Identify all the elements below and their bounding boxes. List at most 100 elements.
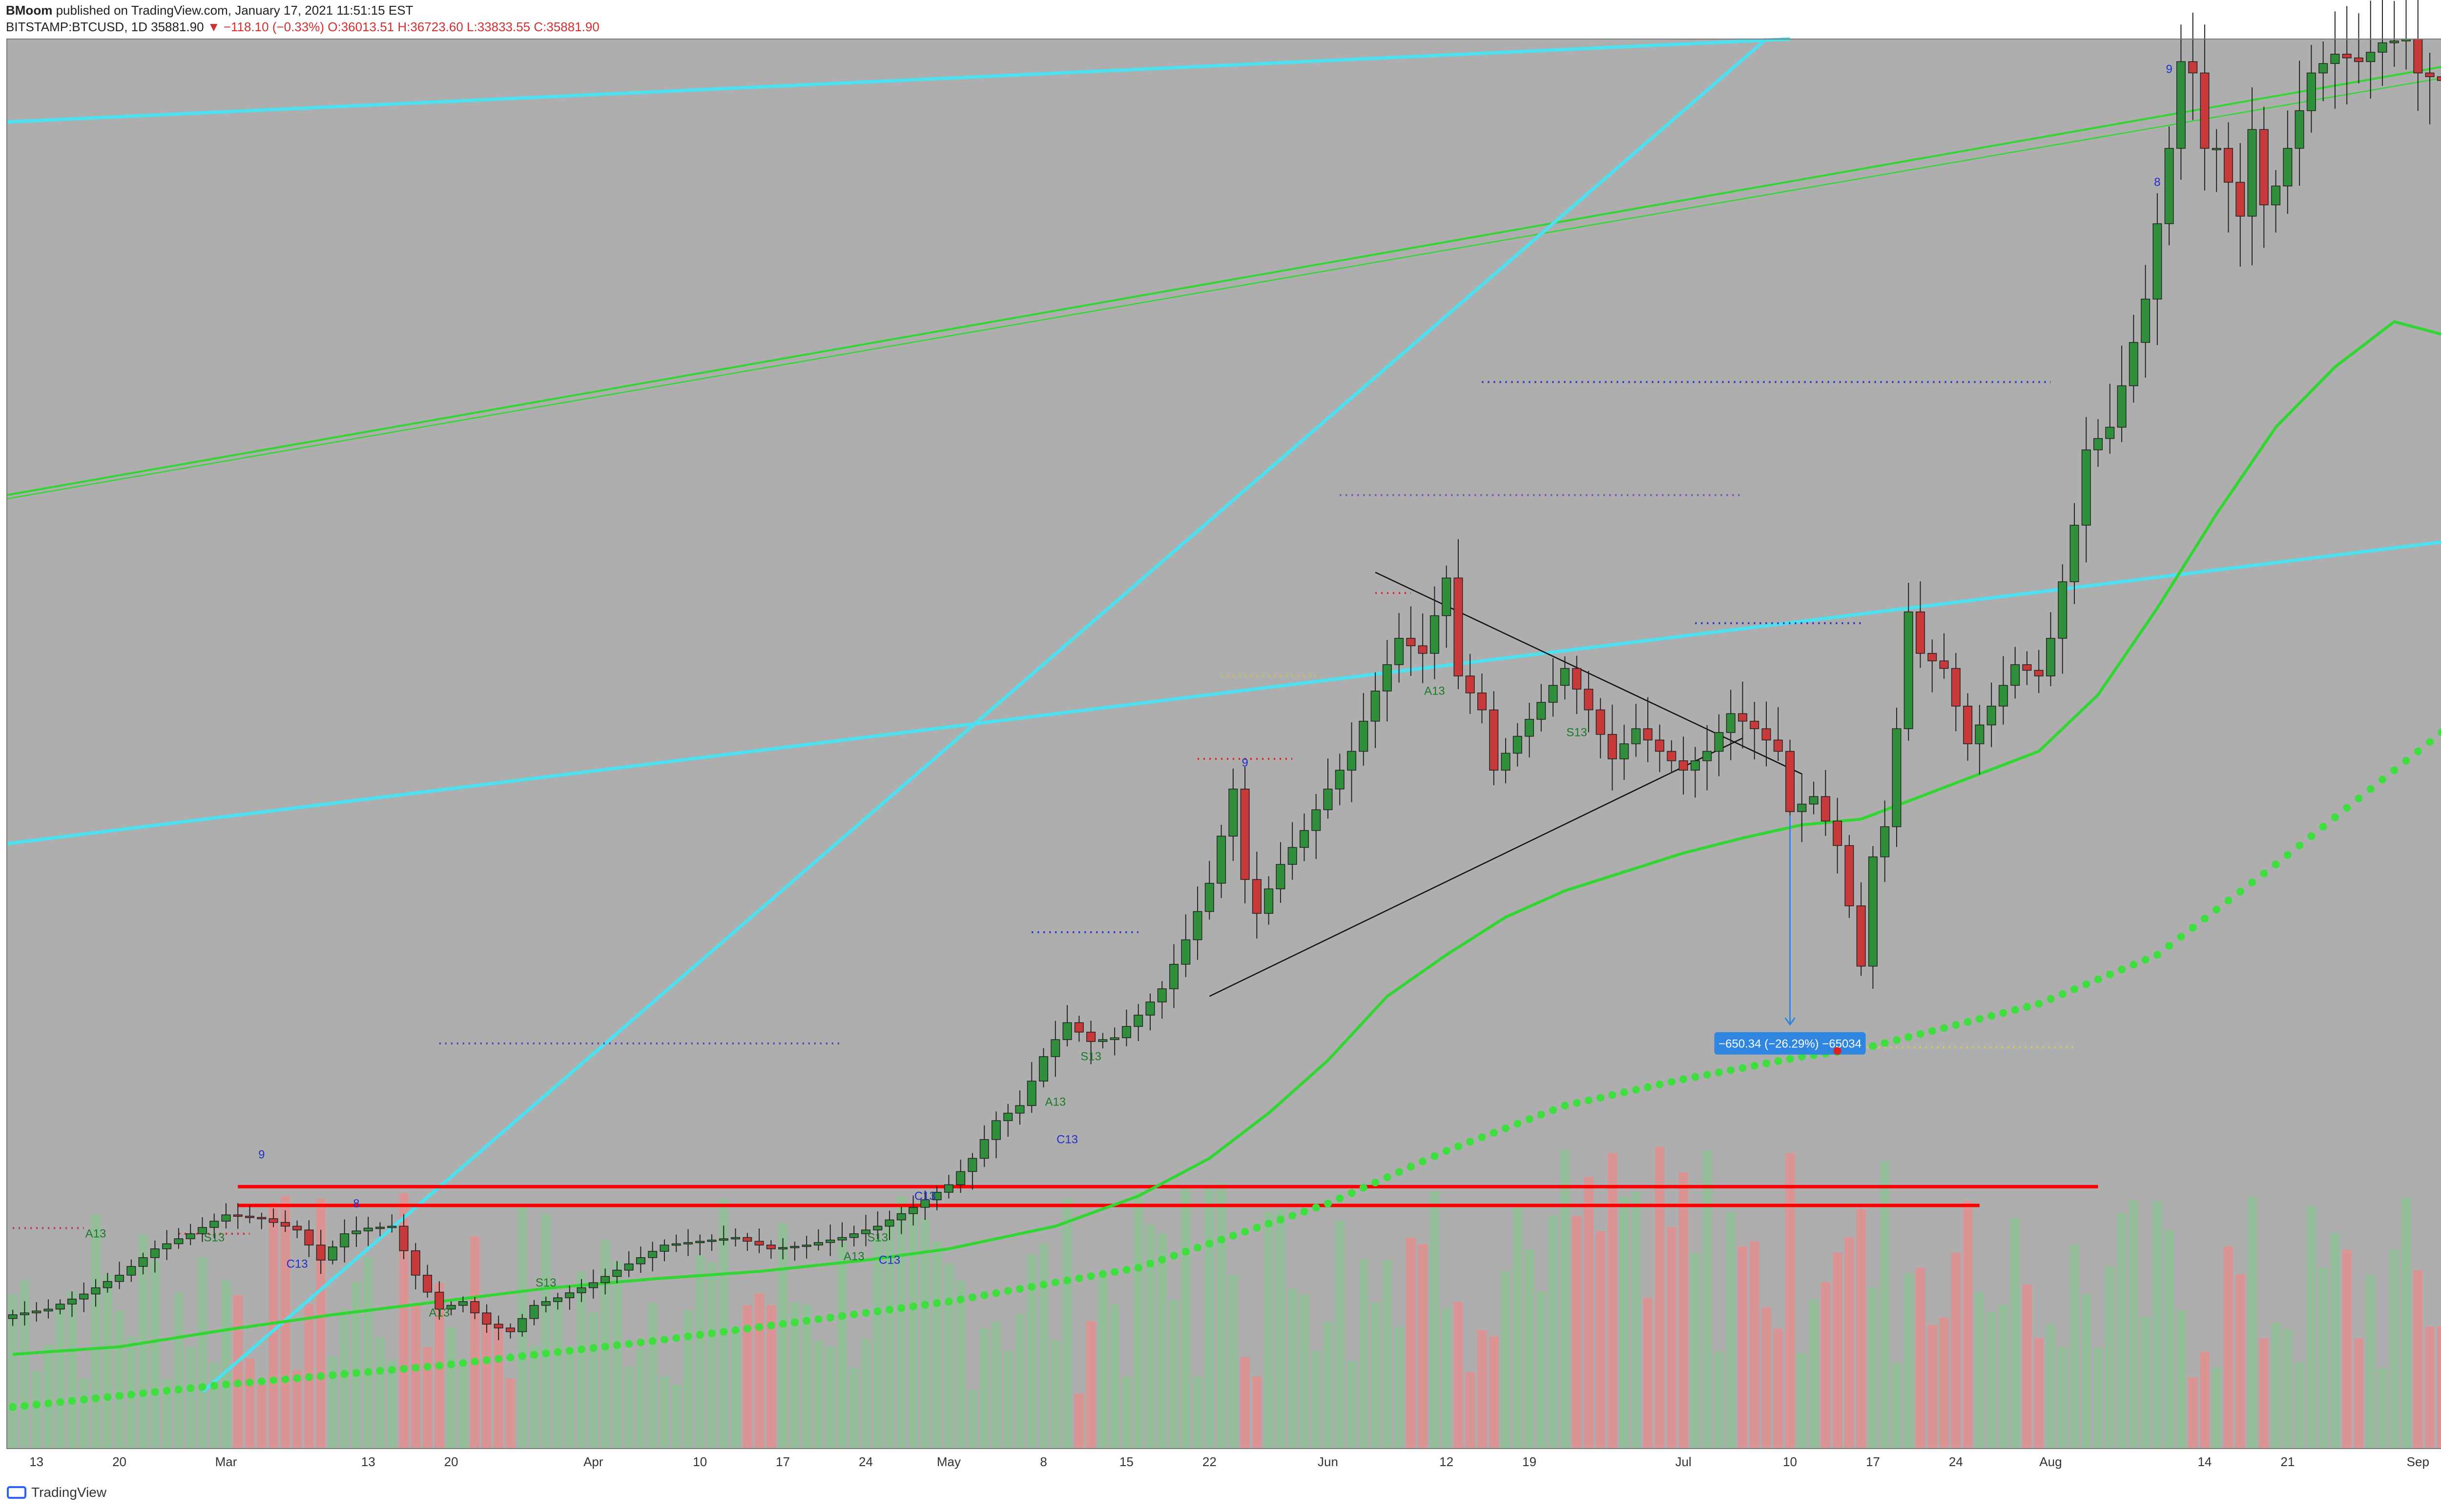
volume-bar bbox=[2152, 1201, 2162, 1449]
volume-bar bbox=[1797, 1353, 1807, 1449]
moving-average-dot bbox=[2272, 860, 2280, 869]
moving-average-dot bbox=[435, 1362, 443, 1370]
moving-average-dot bbox=[850, 1310, 858, 1319]
moving-average-dot bbox=[684, 1332, 692, 1341]
volume-bar bbox=[245, 1358, 255, 1449]
moving-average-dot bbox=[1502, 1124, 1510, 1132]
candle-up bbox=[126, 1266, 136, 1276]
volume-bar bbox=[2413, 1270, 2423, 1449]
moving-average-dot bbox=[613, 1341, 621, 1349]
volume-bar bbox=[387, 1360, 397, 1449]
moving-average-dot bbox=[1489, 1128, 1498, 1137]
green-trendline-upper[interactable] bbox=[6, 61, 2441, 496]
candle-down bbox=[1489, 709, 1499, 771]
candle-up bbox=[209, 1221, 219, 1228]
candle-down bbox=[1074, 1022, 1084, 1033]
triangle-lower-line[interactable] bbox=[1209, 737, 1743, 997]
volume-bar bbox=[458, 1363, 468, 1449]
candle-up bbox=[648, 1251, 658, 1258]
candle-up bbox=[896, 1213, 906, 1221]
candle-up bbox=[2010, 664, 2020, 686]
green-trendline-lower[interactable] bbox=[6, 73, 2441, 500]
moving-average-dot bbox=[1253, 1224, 1261, 1232]
candle-up bbox=[802, 1245, 811, 1247]
moving-average-dot bbox=[1016, 1285, 1024, 1293]
publisher-line: BMoom published on TradingView.com, Janu… bbox=[6, 3, 413, 18]
moving-average-dot bbox=[790, 1318, 799, 1327]
candle-up bbox=[1525, 719, 1534, 737]
moving-average-dot bbox=[886, 1306, 894, 1314]
tradingview-logo[interactable]: TradingView bbox=[7, 1485, 106, 1500]
volume-bar bbox=[328, 1356, 338, 1449]
candle-up bbox=[1276, 864, 1285, 890]
volume-bar bbox=[1655, 1146, 1665, 1449]
volume-bar bbox=[1761, 1307, 1771, 1449]
moving-average-dot bbox=[1122, 1266, 1131, 1274]
moving-average-dot bbox=[625, 1340, 633, 1348]
volume-bar bbox=[1134, 1191, 1143, 1449]
candle-down bbox=[1667, 751, 1676, 761]
candle-up bbox=[944, 1184, 953, 1193]
moving-average-dot bbox=[1975, 1015, 1984, 1023]
volume-bar bbox=[1714, 1351, 1724, 1449]
moving-average-dot bbox=[1964, 1018, 1972, 1026]
candle-up bbox=[1015, 1105, 1025, 1114]
moving-average-dot bbox=[400, 1365, 408, 1373]
measure-label-box[interactable] bbox=[1714, 1032, 1866, 1055]
candle-down bbox=[1915, 611, 1925, 654]
candle-up bbox=[1003, 1112, 1013, 1121]
time-tick-label: 24 bbox=[1949, 1454, 1963, 1469]
candle-up bbox=[1134, 1015, 1143, 1027]
moving-average-line[interactable] bbox=[12, 320, 2441, 1356]
candle-up bbox=[1536, 702, 1546, 720]
volume-bar bbox=[2437, 1326, 2441, 1449]
moving-average-dot bbox=[2094, 975, 2102, 983]
volume-bar bbox=[1832, 1252, 1842, 1449]
volume-bar bbox=[766, 1305, 776, 1449]
moving-average-dot bbox=[1028, 1283, 1036, 1291]
volume-bar bbox=[1524, 1249, 1534, 1449]
symbol-line: BITSTAMP:BTCUSD, 1D 35881.90 ▼ −118.10 (… bbox=[6, 20, 600, 35]
candle-down bbox=[1240, 788, 1250, 880]
candle-down bbox=[2235, 182, 2245, 217]
time-axis[interactable] bbox=[7, 1449, 2441, 1477]
candle-up bbox=[1039, 1056, 1049, 1082]
time-tick-label: Jul bbox=[1675, 1454, 1691, 1469]
candle-up bbox=[671, 1243, 681, 1246]
volume-bar bbox=[2378, 1368, 2387, 1449]
candle-down bbox=[257, 1217, 267, 1220]
volume-bar bbox=[991, 1321, 1001, 1449]
candle-down bbox=[2425, 72, 2435, 77]
cyan-trendline-edge[interactable] bbox=[6, 37, 1790, 124]
candle-up bbox=[731, 1237, 741, 1240]
publisher-name[interactable]: BMoom bbox=[6, 3, 53, 18]
moving-average-dot bbox=[1679, 1075, 1688, 1083]
volume-bar bbox=[1062, 1199, 1072, 1449]
candle-down bbox=[766, 1245, 776, 1249]
moving-average-dot bbox=[1655, 1081, 1664, 1089]
moving-average-dot bbox=[1774, 1057, 1782, 1065]
volume-bar bbox=[2022, 1285, 2032, 1449]
moving-average-dot bbox=[542, 1349, 550, 1358]
sequence-annotation: A13 bbox=[429, 1307, 450, 1320]
volume-bar bbox=[2366, 1275, 2376, 1449]
moving-average-dot bbox=[1407, 1163, 1415, 1171]
volume-bar bbox=[1986, 1312, 1996, 1449]
cyan-trendline-steep[interactable] bbox=[201, 38, 1768, 1393]
candle-up bbox=[1797, 803, 1807, 812]
volume-bar bbox=[2259, 1338, 2269, 1449]
moving-average-dot bbox=[1904, 1033, 1913, 1041]
candle-down bbox=[316, 1245, 326, 1261]
candle-up bbox=[600, 1276, 610, 1283]
volume-bar bbox=[778, 1223, 788, 1449]
moving-average-dot bbox=[1549, 1106, 1557, 1114]
time-tick-label: 10 bbox=[1783, 1454, 1797, 1469]
volume-bar bbox=[837, 1242, 847, 1449]
volume-bar bbox=[257, 1384, 267, 1449]
candle-up bbox=[1121, 1026, 1131, 1039]
moving-average-dot bbox=[2177, 933, 2185, 941]
published-text: published on TradingView.com, January 17… bbox=[56, 3, 414, 18]
volume-bar bbox=[1240, 1357, 1250, 1449]
candle-up bbox=[2141, 299, 2151, 343]
